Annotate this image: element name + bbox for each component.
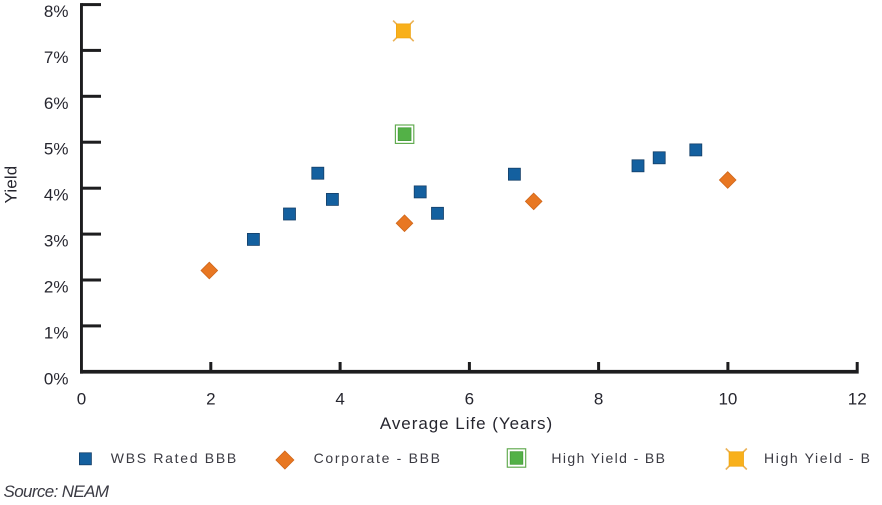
svg-text:8%: 8%: [44, 2, 69, 21]
svg-text:6: 6: [465, 389, 474, 408]
svg-text:High Yield - B: High Yield - B: [764, 450, 870, 466]
svg-text:Corporate - BBB: Corporate - BBB: [314, 450, 440, 466]
svg-text:4: 4: [335, 389, 344, 408]
svg-text:5%: 5%: [44, 140, 69, 159]
svg-text:Average Life (Years): Average Life (Years): [380, 414, 552, 433]
svg-text:Source: NEAM: Source: NEAM: [4, 482, 110, 501]
svg-text:12: 12: [848, 389, 867, 408]
svg-text:0: 0: [77, 389, 86, 408]
svg-text:7%: 7%: [44, 48, 69, 67]
svg-text:1%: 1%: [44, 323, 69, 342]
svg-text:2%: 2%: [44, 278, 69, 297]
svg-text:3%: 3%: [44, 232, 69, 251]
svg-text:4%: 4%: [44, 186, 69, 205]
svg-text:10: 10: [718, 389, 737, 408]
svg-text:2: 2: [206, 389, 215, 408]
svg-text:High Yield - BB: High Yield - BB: [551, 450, 665, 466]
svg-text:Yield: Yield: [2, 166, 21, 204]
svg-text:0%: 0%: [44, 369, 69, 388]
svg-text:6%: 6%: [44, 94, 69, 113]
svg-text:8: 8: [594, 389, 603, 408]
